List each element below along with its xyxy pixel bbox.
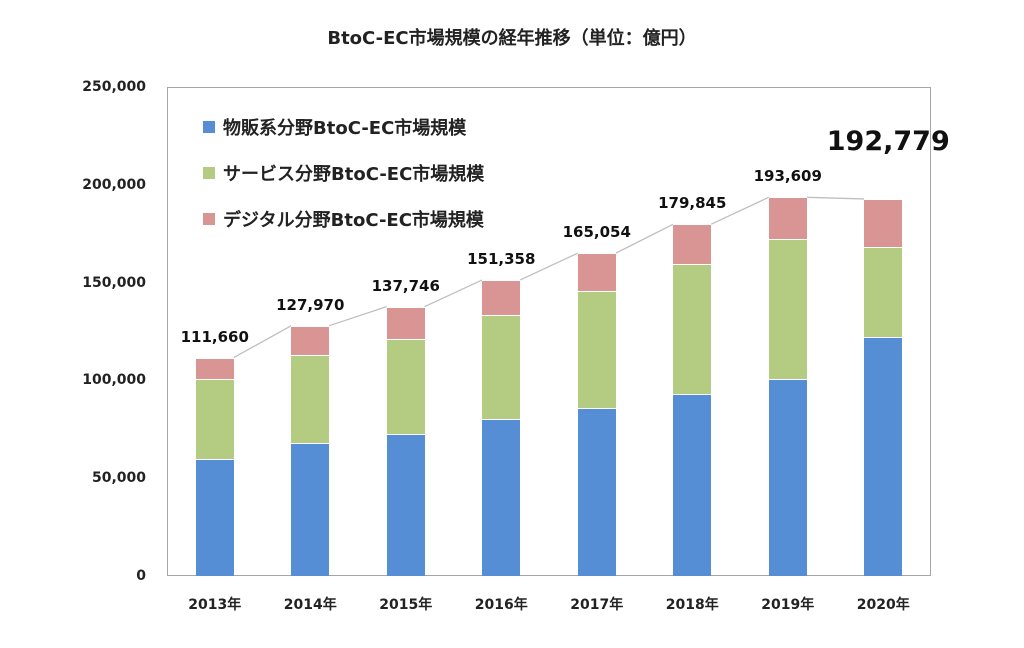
total-label: 193,609 (753, 167, 822, 186)
bar-segment (577, 291, 616, 408)
bar-segment (864, 336, 903, 576)
total-label: 179,845 (658, 194, 727, 213)
bar-segment (768, 379, 807, 576)
y-tick-label: 100,000 (82, 372, 146, 389)
bar-segment (291, 325, 330, 356)
bar-segment (673, 394, 712, 576)
legend-item: 物販系分野BtoC-EC市場規模 (203, 104, 484, 150)
legend-swatch-icon (203, 167, 215, 179)
x-tick-label: 2015年 (379, 597, 433, 613)
legend-label: 物販系分野BtoC-EC市場規模 (223, 118, 467, 139)
x-tick-label: 2020年 (856, 597, 910, 613)
legend-item: デジタル分野BtoC-EC市場規模 (203, 196, 484, 242)
legend-label: サービス分野BtoC-EC市場規模 (223, 164, 485, 185)
total-label: 165,054 (562, 223, 631, 242)
bar-segment (386, 434, 425, 576)
bar-segment (864, 247, 903, 337)
x-tick-label: 2016年 (474, 597, 528, 613)
bar-segment (577, 407, 616, 576)
x-tick-label: 2018年 (665, 597, 719, 613)
y-tick-label: 150,000 (82, 274, 146, 291)
bar-2020年 (864, 0, 903, 648)
bar-segment (386, 306, 425, 339)
bar-segment (482, 314, 521, 420)
total-label: 111,660 (180, 327, 249, 346)
x-tick-label: 2013年 (188, 597, 242, 613)
legend-swatch-icon (203, 121, 215, 133)
bar-segment (768, 197, 807, 240)
y-tick-label: 50,000 (91, 470, 146, 487)
legend-item: サービス分野BtoC-EC市場規模 (203, 150, 484, 196)
legend: 物販系分野BtoC-EC市場規模 サービス分野BtoC-EC市場規模 デジタル分野B… (203, 104, 484, 242)
bar-2019年 (768, 0, 807, 648)
bar-segment (673, 264, 712, 395)
total-label: 151,358 (467, 249, 536, 268)
bar-2015年 (386, 0, 425, 648)
bar-segment (768, 239, 807, 380)
bar-segment (195, 357, 234, 379)
x-tick-label: 2019年 (761, 597, 815, 613)
bar-segment (291, 355, 330, 443)
plot-area (167, 87, 931, 576)
y-tick-label: 250,000 (82, 79, 146, 95)
bar-segment (864, 198, 903, 248)
x-tick-label: 2017年 (570, 597, 624, 613)
y-tick-label: 0 (136, 568, 146, 584)
total-label: 127,970 (276, 295, 345, 314)
bar-segment (577, 253, 616, 292)
bar-segment (482, 419, 521, 576)
bar-2017年 (577, 0, 616, 648)
x-tick-label: 2014年 (283, 597, 337, 613)
bar-segment (386, 338, 425, 435)
bar-2018年 (673, 0, 712, 648)
bar-2013年 (195, 0, 234, 648)
total-label: 192,779 (826, 126, 950, 157)
chart-title: BtoC-EC市場規模の経年推移（単位：億円） (327, 28, 697, 49)
bar-segment (195, 378, 234, 459)
bar-2016年 (482, 0, 521, 648)
bar-segment (291, 442, 330, 576)
legend-swatch-icon (203, 213, 215, 225)
y-tick-label: 200,000 (82, 176, 146, 193)
bar-segment (195, 458, 234, 576)
legend-label: デジタル分野BtoC-EC市場規模 (223, 210, 484, 231)
bar-segment (482, 279, 521, 315)
bar-segment (673, 224, 712, 265)
total-label: 137,746 (371, 276, 440, 295)
bar-2014年 (291, 0, 330, 648)
